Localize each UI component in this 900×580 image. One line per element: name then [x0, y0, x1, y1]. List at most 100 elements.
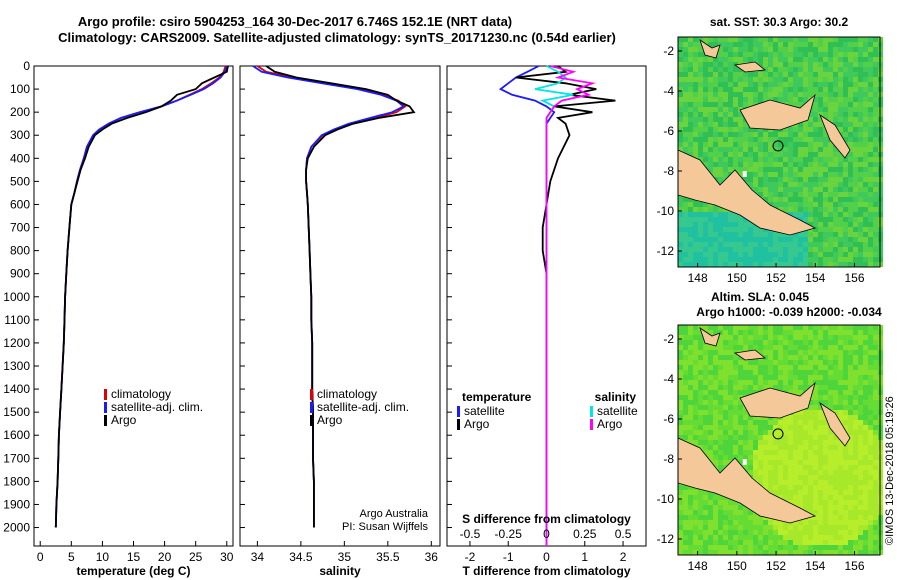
map-cell [768, 52, 773, 57]
map-cell [788, 162, 793, 167]
map-cell [818, 495, 823, 500]
map-cell [798, 465, 803, 470]
map-cell [858, 415, 863, 420]
x-tick-label: 148 [688, 559, 708, 573]
map-cell [798, 420, 803, 425]
land-mass [739, 381, 816, 419]
map-cell [743, 390, 748, 395]
map-cell [838, 257, 843, 262]
map-cell [773, 545, 778, 550]
x-tick-label: 10 [96, 550, 110, 564]
map-cell [838, 455, 843, 460]
map-cell [838, 355, 843, 360]
map-cell [693, 97, 698, 102]
map-cell [778, 242, 783, 247]
map-cell [678, 390, 683, 395]
map-cell [678, 410, 683, 415]
map-cell [868, 182, 873, 187]
map-cell [688, 530, 693, 535]
map-cell [738, 137, 743, 142]
map-cell [708, 122, 713, 127]
map-cell [733, 355, 738, 360]
map-cell [748, 415, 753, 420]
map-cell [723, 355, 728, 360]
map-cell [858, 177, 863, 182]
legend-label: Argo [317, 413, 343, 427]
map-cell [843, 42, 848, 47]
map-cell [788, 57, 793, 62]
map-cell [723, 325, 728, 330]
map-cell [853, 172, 858, 177]
map-cell [728, 107, 733, 112]
map-cell [758, 425, 763, 430]
map-cell [853, 340, 858, 345]
map-cell [768, 545, 773, 550]
map-cell [723, 242, 728, 247]
map-cell [748, 515, 753, 520]
map-cell [863, 540, 868, 545]
map-cell [833, 237, 838, 242]
map-cell [688, 370, 693, 375]
map-cell [773, 77, 778, 82]
map-cell [683, 257, 688, 262]
map-cell [768, 460, 773, 465]
map-cell [743, 370, 748, 375]
map-cell [683, 57, 688, 62]
map-cell [848, 92, 853, 97]
map-cell [808, 222, 813, 227]
map-cell [793, 257, 798, 262]
map-cell [843, 360, 848, 365]
map-cell [738, 102, 743, 107]
map-cell [758, 430, 763, 435]
map-cell [808, 117, 813, 122]
map-cell [788, 385, 793, 390]
map-cell [803, 247, 808, 252]
map-cell [683, 335, 688, 340]
map-cell [743, 232, 748, 237]
map-cell [868, 222, 873, 227]
map-cell [773, 425, 778, 430]
map-cell [753, 380, 758, 385]
map-cell [838, 212, 843, 217]
map-cell [863, 172, 868, 177]
map-cell [858, 152, 863, 157]
map-cell [783, 202, 788, 207]
map-cell [818, 162, 823, 167]
map-cell [718, 445, 723, 450]
map-cell [783, 167, 788, 172]
map-cell [793, 52, 798, 57]
map-cell [733, 545, 738, 550]
map-cell [758, 530, 763, 535]
map-cell [778, 380, 783, 385]
map-cell [718, 102, 723, 107]
map-cell [733, 37, 738, 42]
map-cell [748, 520, 753, 525]
map-cell [718, 360, 723, 365]
map-cell [763, 450, 768, 455]
map-cell [693, 405, 698, 410]
map-cell [818, 252, 823, 257]
map-cell [753, 515, 758, 520]
map-cell [833, 232, 838, 237]
map-cell [688, 385, 693, 390]
map-cell [778, 237, 783, 242]
map-cell [778, 475, 783, 480]
map-cell [708, 77, 713, 82]
map-cell [833, 197, 838, 202]
map-cell [733, 540, 738, 545]
map-cell [693, 57, 698, 62]
map-cell [788, 92, 793, 97]
map-cell [718, 460, 723, 465]
map-cell [853, 350, 858, 355]
map-cell [843, 455, 848, 460]
map-cell [818, 385, 823, 390]
map-cell [758, 177, 763, 182]
map-cell [768, 335, 773, 340]
map-cell [748, 37, 753, 42]
map-cell [693, 545, 698, 550]
map-cell [833, 122, 838, 127]
map-cell [688, 202, 693, 207]
map-cell [873, 325, 878, 330]
map-cell [818, 227, 823, 232]
map-cell [813, 510, 818, 515]
